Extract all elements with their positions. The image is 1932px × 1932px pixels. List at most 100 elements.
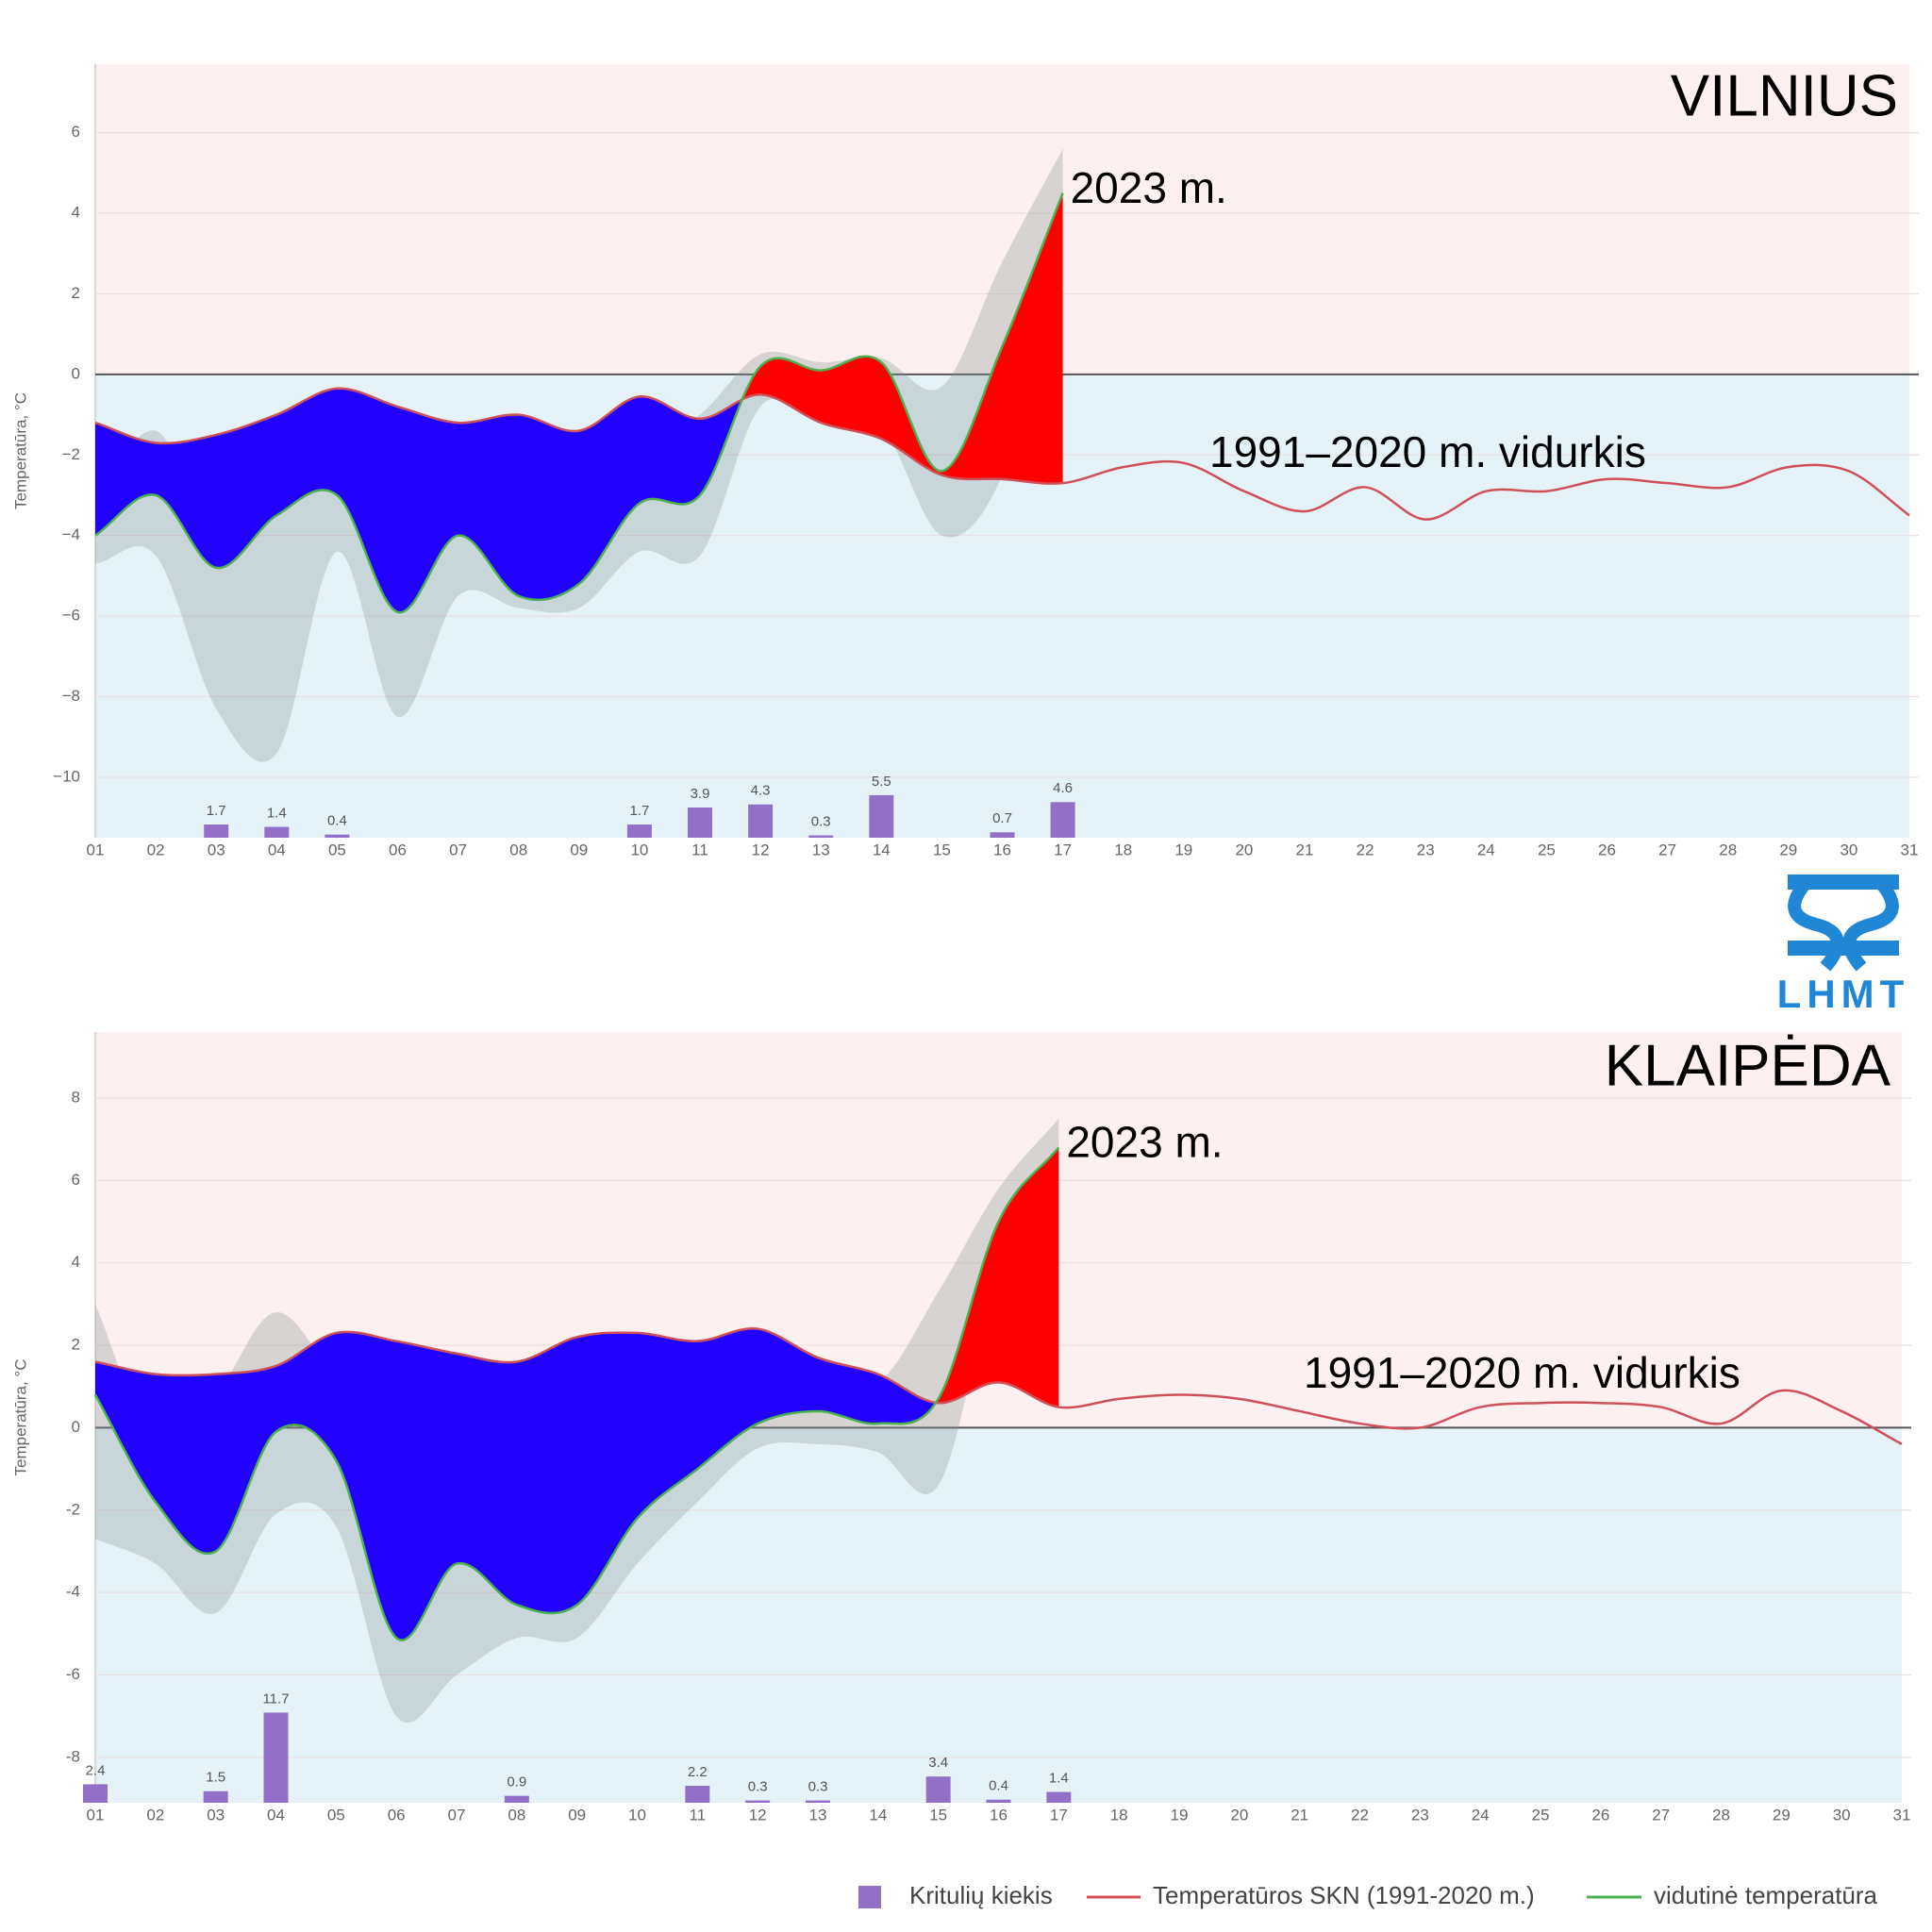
x-tick-label: 27 (1658, 841, 1676, 858)
precip-label: 1.5 (206, 1770, 225, 1786)
precip-label: 1.7 (629, 803, 649, 819)
x-tick-label: 26 (1591, 1806, 1609, 1824)
x-tick-label: 19 (1174, 841, 1192, 858)
y-tick-label: 4 (72, 204, 80, 222)
x-tick-label: 14 (873, 841, 891, 858)
precip-label: 0.4 (327, 813, 347, 829)
x-tick-label: 01 (87, 841, 105, 858)
chart-title: VILNIUS (1671, 63, 1898, 128)
x-tick-label: 02 (146, 1806, 164, 1824)
precip-label: 0.3 (748, 1779, 768, 1795)
y-tick-label: 4 (72, 1253, 80, 1271)
legend-label: Kritulių kiekis (909, 1881, 1053, 1909)
precip-label: 0.4 (989, 1778, 1008, 1794)
annotation-norm: 1991–2020 m. vidurkis (1304, 1348, 1740, 1397)
precip-label: 3.4 (928, 1755, 948, 1771)
precip-bar (83, 1784, 108, 1803)
x-tick-label: 24 (1472, 1806, 1490, 1824)
precip-bar (688, 808, 712, 838)
x-tick-label: 05 (327, 1806, 345, 1824)
x-tick-label: 16 (993, 841, 1011, 858)
x-tick-label: 16 (990, 1806, 1008, 1824)
x-tick-label: 12 (749, 1806, 767, 1824)
logo: LHMT (1777, 874, 1904, 1016)
precip-label: 3.9 (691, 786, 710, 802)
x-tick-label: 29 (1773, 1806, 1790, 1824)
x-tick-label: 22 (1351, 1806, 1369, 1824)
temp-line (93, 1146, 1060, 1641)
precip-bar (504, 1795, 529, 1803)
y-tick-label: 8 (72, 1088, 80, 1106)
precip-bar (925, 1776, 951, 1803)
x-tick-label: 04 (267, 1806, 285, 1824)
annotation-year: 2023 m. (1066, 1117, 1223, 1166)
x-tick-label: 07 (448, 1806, 466, 1824)
x-tick-label: 10 (628, 1806, 646, 1824)
precip-label: 1.4 (267, 805, 287, 821)
precip-bar (986, 1799, 1011, 1803)
precip-label: 0.9 (507, 1774, 526, 1790)
x-tick-label: 05 (328, 841, 346, 858)
x-tick-label: 14 (869, 1806, 887, 1824)
precip-label: 0.3 (808, 1779, 828, 1795)
x-tick-label: 04 (268, 841, 286, 858)
x-tick-label: 08 (509, 841, 527, 858)
x-tick-label: 07 (449, 841, 467, 858)
precip-label: 4.3 (751, 783, 771, 799)
x-tick-label: 28 (1719, 841, 1737, 858)
precip-label: 2.2 (688, 1764, 708, 1780)
x-tick-label: 22 (1357, 841, 1374, 858)
precip-bar (1050, 802, 1075, 838)
y-tick-label: −4 (62, 525, 80, 543)
x-tick-label: 06 (388, 1806, 406, 1824)
legend-label: Temperatūros SKN (1991-2020 m.) (1153, 1881, 1535, 1909)
y-axis-label: Temperatūra, °C (11, 392, 29, 509)
temp-line (94, 192, 1064, 614)
precip-bar (869, 794, 894, 838)
x-tick-label: 13 (812, 841, 830, 858)
precip-label: 0.3 (811, 814, 831, 830)
x-tick-label: 21 (1291, 1806, 1308, 1824)
precip-label: 11.7 (262, 1690, 289, 1707)
anomaly-warm (95, 192, 1063, 520)
x-tick-label: 17 (1050, 1806, 1068, 1824)
x-tick-label: 20 (1235, 841, 1253, 858)
x-tick-label: 29 (1779, 841, 1797, 858)
precip-bar (748, 804, 774, 838)
y-axis-label: Temperatūra, °C (11, 1359, 29, 1476)
y-tick-label: −8 (62, 687, 80, 705)
anomaly-cold (95, 1328, 1059, 1641)
x-tick-label: 09 (570, 841, 588, 858)
bg-warm (95, 64, 1909, 375)
precip-bar (263, 1712, 289, 1803)
precip-bar (204, 824, 229, 838)
precip-bar (990, 832, 1015, 838)
y-tick-label: 6 (72, 123, 80, 141)
precip-bar (203, 1790, 228, 1803)
y-tick-label: 0 (72, 1418, 80, 1436)
x-tick-label: 30 (1840, 841, 1857, 858)
y-tick-label: −6 (62, 607, 80, 625)
y-tick-label: -6 (66, 1665, 80, 1683)
precip-bar (264, 826, 290, 838)
x-tick-label: 27 (1652, 1806, 1670, 1824)
y-tick-label: -8 (66, 1747, 80, 1765)
annotation-norm: 1991–2020 m. vidurkis (1209, 427, 1646, 476)
x-tick-label: 01 (87, 1806, 105, 1824)
precip-bar (1046, 1791, 1072, 1803)
x-tick-label: 21 (1296, 841, 1314, 858)
y-tick-label: -2 (66, 1500, 80, 1518)
precip-bar (806, 1800, 830, 1803)
x-tick-label: 25 (1538, 841, 1556, 858)
precip-bar (626, 824, 652, 838)
y-tick-label: -4 (66, 1583, 80, 1601)
x-tick-label: 03 (207, 1806, 225, 1824)
x-tick-label: 11 (691, 841, 708, 858)
y-tick-label: −10 (53, 767, 80, 785)
legend-label: vidutinė temperatūra (1654, 1881, 1878, 1909)
y-tick-label: 2 (72, 1336, 80, 1354)
x-tick-label: 28 (1712, 1806, 1730, 1824)
precip-bar (745, 1800, 771, 1803)
x-tick-label: 18 (1114, 841, 1132, 858)
